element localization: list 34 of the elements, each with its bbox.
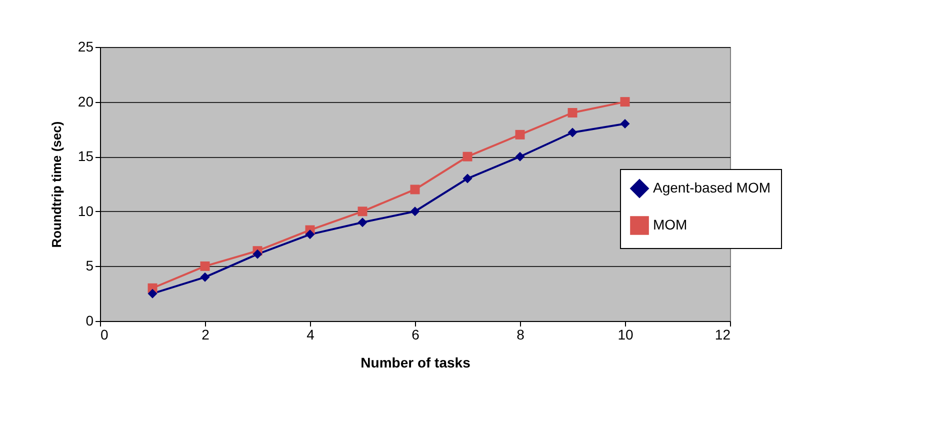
legend-label: MOM xyxy=(653,216,688,232)
x-tick-label: 0 xyxy=(100,326,108,342)
x-tick-label: 12 xyxy=(714,326,731,342)
y-axis-title: Roundtrip time (sec) xyxy=(48,121,64,248)
point xyxy=(515,130,525,140)
point xyxy=(252,249,262,259)
point xyxy=(515,152,525,162)
y-tick-label: 20 xyxy=(78,93,94,110)
point xyxy=(568,128,578,138)
point xyxy=(358,218,368,228)
point xyxy=(620,118,630,128)
point xyxy=(305,230,315,240)
point xyxy=(410,184,420,194)
x-tick-label: 2 xyxy=(202,326,210,342)
point xyxy=(620,97,630,107)
y-tick-label: 25 xyxy=(78,38,94,54)
x-tick-label: 10 xyxy=(618,326,634,342)
legend-label: Agent-based MOM xyxy=(653,180,770,196)
point xyxy=(462,152,472,162)
x-tick-label: 4 xyxy=(306,326,315,342)
y-tick-label: 0 xyxy=(86,312,94,328)
point xyxy=(462,174,472,184)
x-tick-label: 6 xyxy=(412,326,420,342)
x-tick-label: 8 xyxy=(516,326,525,342)
point xyxy=(200,272,210,282)
y-tick-label: 15 xyxy=(78,148,94,164)
x-axis-title: Number of tasks xyxy=(360,354,471,370)
point xyxy=(148,288,158,298)
y-tick-label: 10 xyxy=(78,202,94,219)
point xyxy=(410,206,420,216)
point xyxy=(568,108,578,118)
point xyxy=(358,206,368,216)
point xyxy=(200,261,210,271)
y-tick-label: 5 xyxy=(86,258,94,274)
